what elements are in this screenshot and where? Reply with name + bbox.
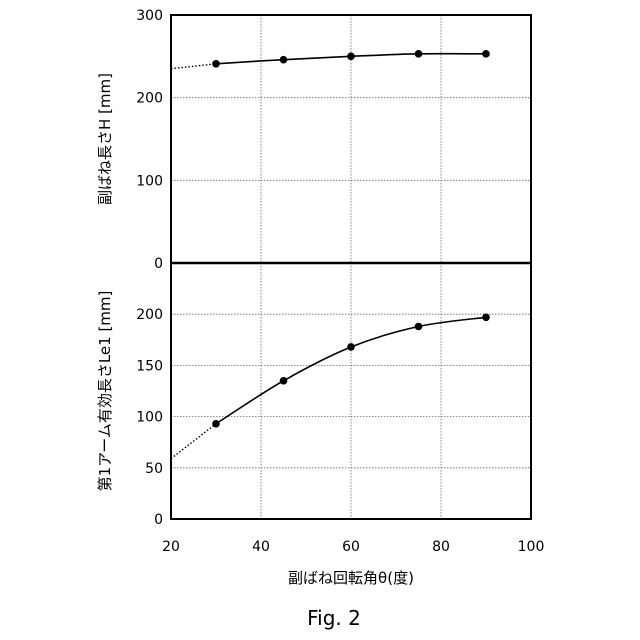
bottom-gridlines bbox=[171, 263, 531, 519]
y-tick-label: 200 bbox=[136, 307, 163, 323]
y-tick-label: 300 bbox=[136, 8, 163, 24]
y-tick-label: 150 bbox=[136, 358, 163, 374]
figure-caption: Fig. 2 bbox=[307, 606, 361, 630]
data-point bbox=[280, 56, 288, 64]
extrapolation-dotted-line bbox=[171, 424, 216, 459]
x-axis-label: 副ばね回転角θ(度) bbox=[288, 569, 414, 587]
x-tick-labels: 20 40 60 80 100 bbox=[162, 539, 544, 555]
bottom-y-axis-label: 第1アーム有効長さLe1 [mm] bbox=[96, 291, 114, 492]
top-y-tick-labels: 0 100 200 300 bbox=[136, 8, 163, 272]
y-tick-label: 100 bbox=[136, 410, 163, 426]
extrapolation-dotted-line bbox=[171, 64, 216, 69]
top-chart: 0 100 200 300 副ばね長さH [mm] bbox=[96, 8, 531, 272]
y-tick-label: 0 bbox=[154, 512, 163, 528]
y-tick-label: 50 bbox=[145, 461, 163, 477]
data-point bbox=[415, 323, 423, 331]
data-point bbox=[280, 377, 288, 385]
data-point bbox=[212, 420, 220, 428]
data-point bbox=[212, 60, 220, 68]
x-tick-label: 80 bbox=[432, 539, 450, 555]
top-gridlines bbox=[171, 15, 531, 263]
bottom-series bbox=[171, 313, 490, 458]
data-point bbox=[482, 50, 490, 58]
y-tick-label: 0 bbox=[154, 256, 163, 272]
x-tick-label: 100 bbox=[518, 539, 545, 555]
bottom-chart: 0 50 100 150 200 20 40 60 80 100 第1アーム有効長さLe1 [m… bbox=[96, 263, 544, 587]
x-tick-label: 40 bbox=[252, 539, 270, 555]
bottom-y-tick-labels: 0 50 100 150 200 bbox=[136, 307, 163, 528]
x-tick-label: 20 bbox=[162, 539, 180, 555]
data-point bbox=[482, 313, 490, 321]
top-y-axis-label: 副ばね長さH [mm] bbox=[96, 73, 114, 205]
data-point bbox=[347, 53, 355, 61]
y-tick-label: 200 bbox=[136, 91, 163, 107]
x-tick-label: 60 bbox=[342, 539, 360, 555]
top-series bbox=[171, 50, 490, 69]
data-point bbox=[415, 50, 423, 58]
y-tick-label: 100 bbox=[136, 173, 163, 189]
data-point bbox=[347, 343, 355, 351]
